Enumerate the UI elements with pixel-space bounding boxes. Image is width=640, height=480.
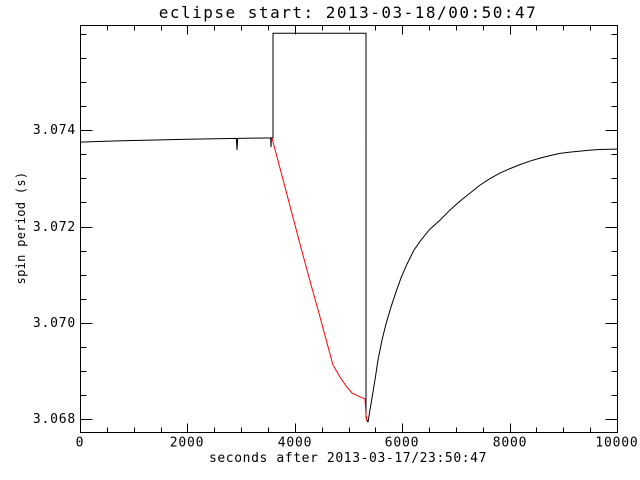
x-tick-label: 4000 [278, 436, 313, 451]
plot-title: eclipse start: 2013-03-18/00:50:47 [159, 3, 538, 22]
x-tick-label: 8000 [493, 436, 528, 451]
y-tick-label: 3.068 [33, 412, 76, 427]
series-spin-period-eclipse-segment [271, 138, 368, 422]
x-tick-label: 2000 [170, 436, 205, 451]
series-spin-period-measured [79, 32, 618, 424]
axes-box-and-ticks [80, 25, 618, 433]
x-tick-label: 6000 [385, 436, 420, 451]
x-tick-label: 10000 [595, 436, 638, 451]
x-tick-label: 0 [76, 436, 85, 451]
tick-labels: 0 2000 4000 6000 8000 10000 3.068 3.070 3.072 3.0… [33, 123, 638, 451]
data-series [79, 32, 618, 424]
y-tick-label: 3.070 [33, 316, 76, 331]
y-tick-label: 3.074 [33, 123, 76, 138]
axes-frame [80, 25, 618, 433]
y-axis-label: spin period (s) [14, 172, 28, 285]
y-tick-label: 3.072 [33, 220, 76, 235]
x-axis-label: seconds after 2013-03-17/23:50:47 [209, 451, 487, 466]
